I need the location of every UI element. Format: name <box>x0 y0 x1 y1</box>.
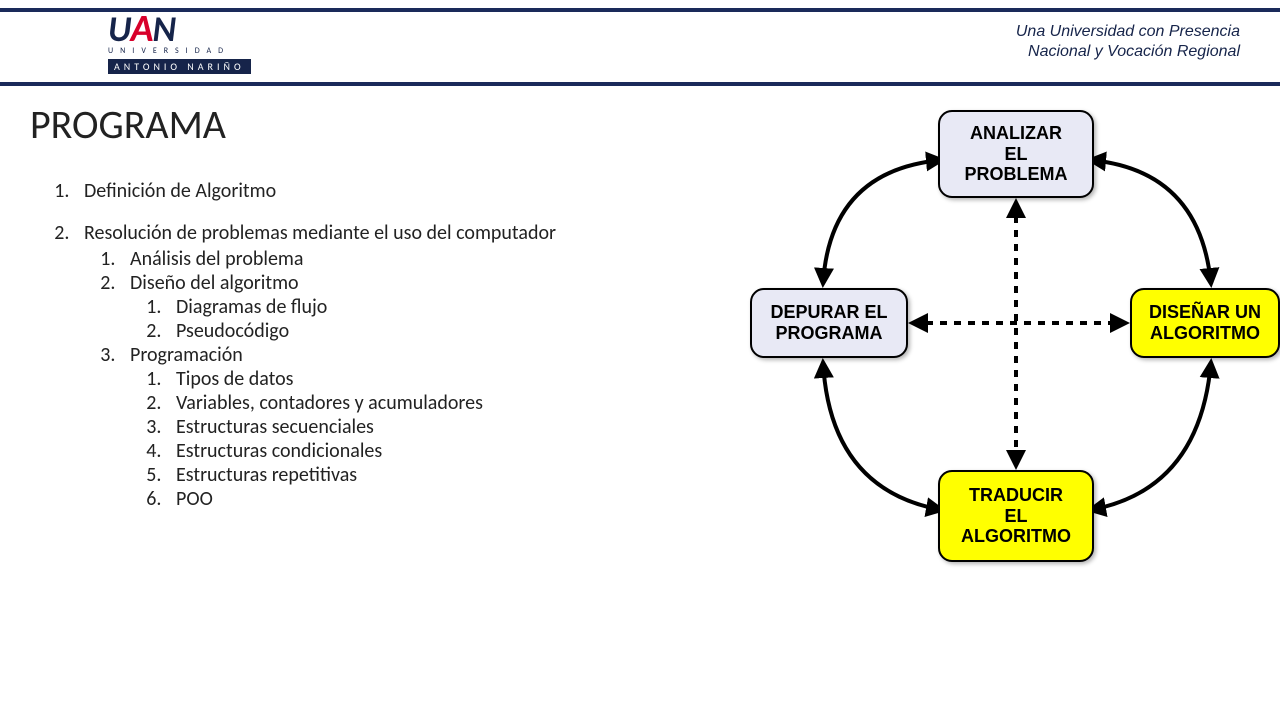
item-text: Resolución de problemas mediante el uso … <box>84 221 556 245</box>
item-text: Estructuras repetitivas <box>176 463 357 487</box>
logo: U A N UNIVERSIDAD ANTONIO NARIÑO <box>108 14 348 75</box>
item-text: Análisis del problema <box>130 247 303 271</box>
tagline: Una Universidad con Presencia Nacional y… <box>1016 22 1240 62</box>
diagram-node-bottom: TRADUCIRELALGORITMO <box>938 470 1094 562</box>
list-item: Programación Tipos de datos Variables, c… <box>120 343 670 511</box>
diagram-node-left: DEPURAR ELPROGRAMA <box>750 288 908 358</box>
item-text: Tipos de datos <box>176 367 294 391</box>
diagram-node-right: DISEÑAR UNALGORITMO <box>1130 288 1280 358</box>
logo-subtitle-1: UNIVERSIDAD <box>108 46 348 56</box>
logo-mark: U A N <box>108 14 348 44</box>
logo-subtitle-2: ANTONIO NARIÑO <box>108 59 251 74</box>
list-item: POO <box>166 487 670 511</box>
list-item: Estructuras condicionales <box>166 439 670 463</box>
header: U A N UNIVERSIDAD ANTONIO NARIÑO Una Uni… <box>0 0 1280 90</box>
item-text: Diagramas de flujo <box>176 295 327 319</box>
list-item: Pseudocódigo <box>166 319 670 343</box>
list-item: Estructuras secuenciales <box>166 415 670 439</box>
list-item: Diagramas de flujo <box>166 295 670 319</box>
sublist: Tipos de datos Variables, contadores y a… <box>166 367 670 511</box>
item-text: Diseño del algoritmo <box>130 271 299 295</box>
list-item: Análisis del problema <box>120 247 670 271</box>
list-item: Diseño del algoritmo Diagramas de flujo … <box>120 271 670 343</box>
list-item: Tipos de datos <box>166 367 670 391</box>
item-text: Pseudocódigo <box>176 319 289 343</box>
outline-list: Definición de Algoritmo Resolución de pr… <box>74 179 670 511</box>
tagline-line-2: Nacional y Vocación Regional <box>1016 42 1240 62</box>
list-item: Definición de Algoritmo <box>74 179 670 203</box>
logo-letter-u: U <box>108 15 129 44</box>
diagram-node-top: ANALIZARELPROBLEMA <box>938 110 1094 198</box>
item-text: Estructuras condicionales <box>176 439 382 463</box>
list-item: Variables, contadores y acumuladores <box>166 391 670 415</box>
list-item: Resolución de problemas mediante el uso … <box>74 221 670 511</box>
list-item: Estructuras repetitivas <box>166 463 670 487</box>
item-text: Variables, contadores y acumuladores <box>176 391 483 415</box>
header-line-bottom <box>0 82 1280 86</box>
sublist: Diagramas de flujo Pseudocódigo <box>166 295 670 343</box>
item-text: Programación <box>130 343 243 367</box>
page-title: PROGRAMA <box>30 100 670 149</box>
logo-letter-a: A <box>131 14 151 44</box>
content: PROGRAMA Definición de Algoritmo Resoluc… <box>30 100 670 529</box>
item-text: Definición de Algoritmo <box>84 179 276 203</box>
tagline-line-1: Una Universidad con Presencia <box>1016 22 1240 42</box>
header-line-top <box>0 8 1280 12</box>
cycle-diagram: ANALIZARELPROBLEMA DISEÑAR UNALGORITMO TRA… <box>740 110 1280 630</box>
item-text: Estructuras secuenciales <box>176 415 374 439</box>
sublist: Análisis del problema Diseño del algorit… <box>120 247 670 511</box>
logo-letter-n: N <box>153 15 174 44</box>
item-text: POO <box>176 487 213 511</box>
